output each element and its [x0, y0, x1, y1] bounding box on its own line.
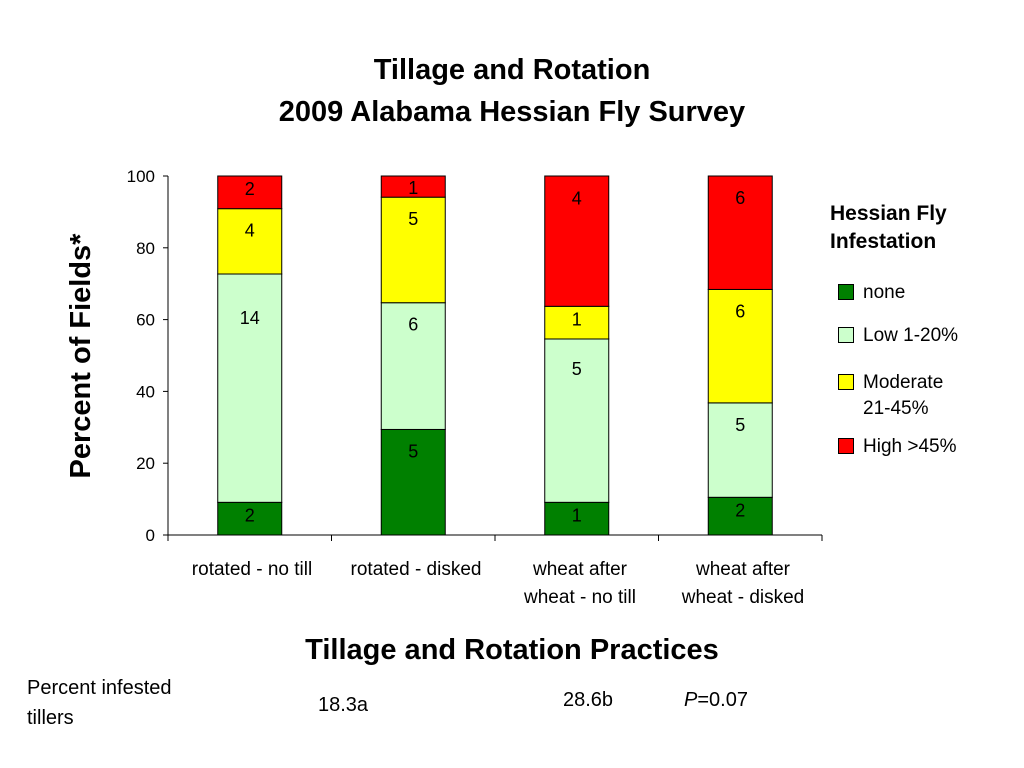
x-category-label: wheat after wheat - no till	[495, 556, 665, 612]
chart-subtitle: 2009 Alabama Hessian Fly Survey	[278, 96, 746, 128]
bar-segment	[707, 175, 773, 290]
bar-segment	[544, 338, 610, 503]
bar-segment	[217, 273, 283, 503]
bar-segment	[707, 402, 773, 498]
bar-data-label: 5	[735, 415, 745, 435]
legend-label-high: High >45%	[863, 434, 956, 460]
legend-label-line: none	[863, 282, 906, 303]
x-category-line: wheat after	[696, 559, 790, 580]
y-tick-label: 100	[127, 167, 155, 186]
legend-title: Hessian Fly Infestation	[830, 200, 947, 256]
y-tick-label: 0	[146, 526, 155, 545]
y-tick-label: 80	[136, 239, 155, 258]
x-category-label: rotated - no till	[167, 556, 337, 584]
bar-data-label: 4	[245, 221, 255, 241]
x-category-line: wheat - disked	[681, 587, 805, 608]
legend-label-line: Low 1-20%	[863, 325, 959, 346]
bar-segment	[380, 196, 446, 304]
legend-label-none: none	[863, 280, 905, 306]
bar-segment	[544, 305, 610, 340]
bar-segment	[707, 288, 773, 404]
bar-segment	[217, 208, 283, 275]
bar-data-label: 5	[408, 209, 418, 229]
bar-segment	[707, 496, 773, 536]
chart-title: Tillage and Rotation	[373, 54, 651, 86]
bar-data-label: 6	[735, 301, 745, 321]
legend-title-line: Hessian Fly	[830, 202, 947, 225]
bar-segment	[217, 501, 283, 536]
footer-value-a: 18.3a	[318, 694, 369, 716]
bar-data-label: 14	[240, 308, 260, 328]
bar-segment	[380, 302, 446, 430]
footer-row-label-line: tillers	[27, 707, 74, 729]
legend-item-moderate: Moderate 21-45%	[838, 370, 943, 422]
bar-segment	[217, 175, 283, 210]
legend-item-none: none	[838, 280, 905, 306]
footer-row-label-line: Percent infested	[27, 677, 172, 699]
legend-item-low: Low 1-20%	[838, 323, 958, 349]
legend-swatch-low	[838, 327, 854, 343]
y-tick-label: 20	[136, 454, 155, 473]
footer-p-value: P=0.07	[684, 685, 748, 715]
footer-value-b: 28.6b	[563, 689, 614, 711]
legend-label-moderate: Moderate 21-45%	[863, 370, 943, 422]
x-category-label: wheat after wheat - disked	[658, 556, 828, 612]
legend-swatch-none	[838, 284, 854, 300]
legend-label-line: 21-45%	[863, 398, 929, 419]
x-category-line: rotated - disked	[350, 559, 482, 580]
bar-data-label: 1	[572, 309, 582, 329]
bar-segment	[544, 175, 610, 307]
legend-title-line: Infestation	[830, 230, 937, 253]
bar-data-label: 1	[572, 505, 582, 525]
legend-label-line: High >45%	[863, 436, 957, 457]
footer-row-label: Percent infested tillers	[27, 673, 172, 733]
y-axis-label: Percent of Fields*	[65, 233, 97, 479]
bar-data-label: 2	[735, 500, 745, 520]
footer-p-symbol: P	[684, 689, 698, 711]
bar-segment	[380, 175, 446, 198]
footer-p-text: =0.07	[697, 689, 748, 711]
bar-data-label: 5	[408, 441, 418, 461]
y-tick-label: 40	[136, 382, 155, 401]
x-category-label: rotated - disked	[331, 556, 501, 584]
bar-data-label: 2	[245, 505, 255, 525]
legend-swatch-high	[838, 438, 854, 454]
bar-data-label: 6	[408, 315, 418, 335]
legend-label-line: Moderate	[863, 372, 944, 393]
bar-data-label: 1	[408, 178, 418, 198]
x-category-line: wheat after	[533, 559, 627, 580]
y-tick-label: 60	[136, 311, 155, 330]
legend-item-high: High >45%	[838, 434, 956, 460]
bar-data-label: 5	[572, 359, 582, 379]
bar-data-label: 2	[245, 179, 255, 199]
bar-segment	[380, 428, 446, 536]
bar-segment	[544, 501, 610, 536]
legend-swatch-moderate	[838, 374, 854, 390]
x-category-line: rotated - no till	[191, 559, 313, 580]
bar-data-label: 6	[735, 188, 745, 208]
x-axis-label: Tillage and Rotation Practices	[305, 634, 719, 666]
bar-data-label: 4	[572, 189, 582, 209]
legend-label-low: Low 1-20%	[863, 323, 958, 349]
x-category-line: wheat - no till	[524, 587, 636, 608]
